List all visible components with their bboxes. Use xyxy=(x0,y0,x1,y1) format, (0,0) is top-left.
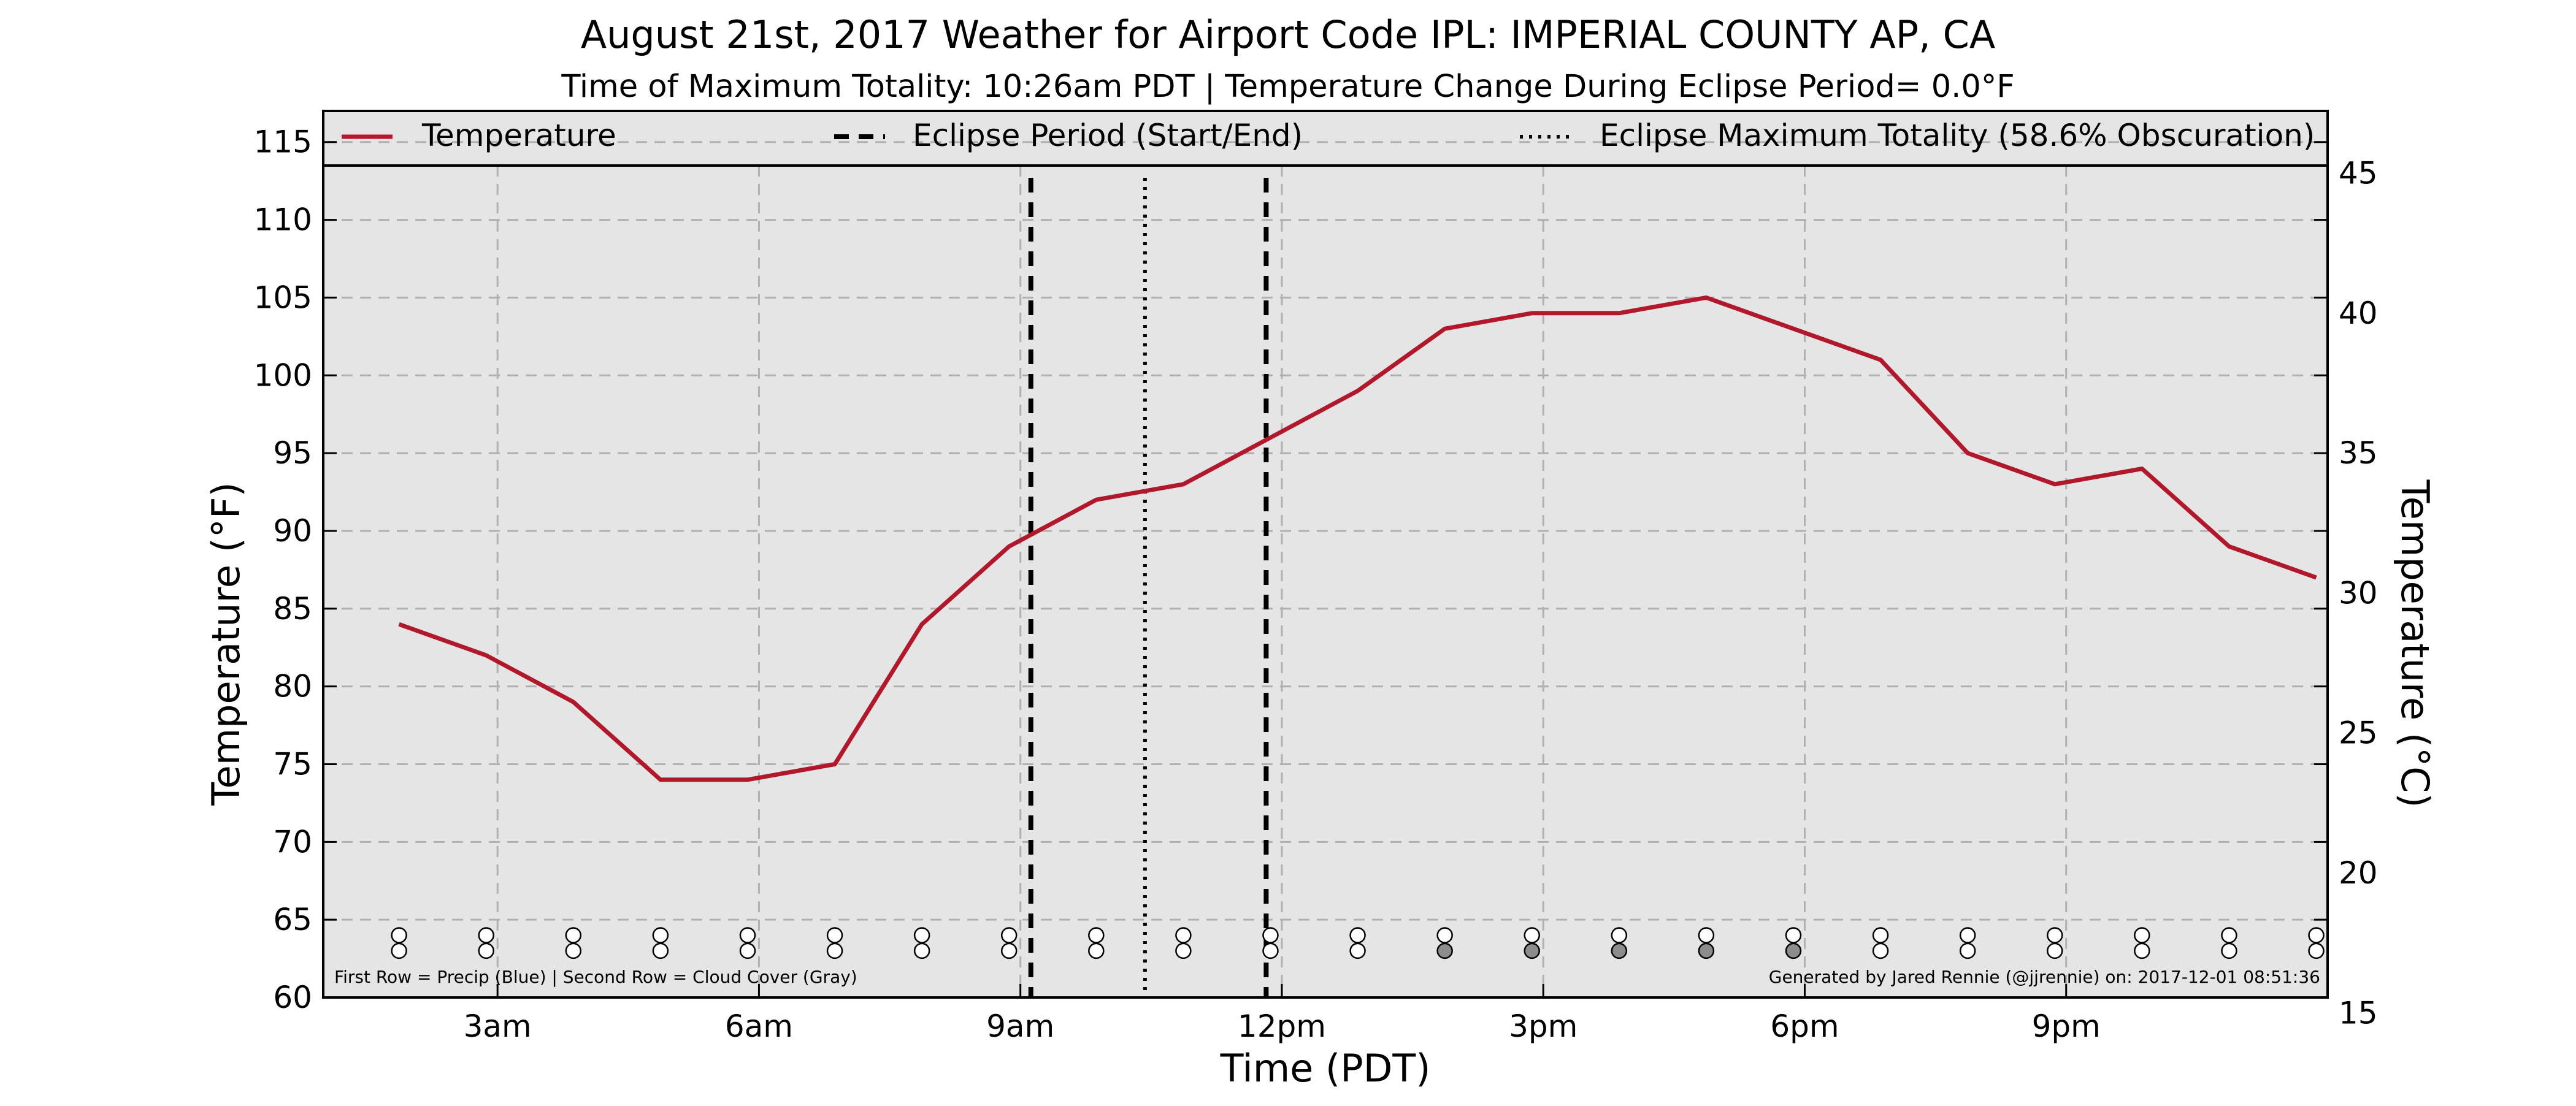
plot-area xyxy=(323,111,2328,997)
precip-marker xyxy=(1351,928,1365,943)
precip-marker xyxy=(1873,928,1888,943)
cloud-cover-marker xyxy=(1873,944,1888,958)
cloud-cover-marker xyxy=(1612,944,1627,958)
cloud-cover-marker xyxy=(479,944,494,958)
chart-title: August 21st, 2017 Weather for Airport Co… xyxy=(581,12,1996,57)
cloud-cover-marker xyxy=(1438,944,1452,958)
precip-marker xyxy=(1786,928,1801,943)
precip-marker xyxy=(1612,928,1627,943)
cloud-cover-marker xyxy=(2309,944,2324,958)
y-tick-label-right: 20 xyxy=(2339,855,2378,891)
precip-marker xyxy=(2134,928,2149,943)
y-tick-label-right: 45 xyxy=(2339,155,2378,191)
y-tick-label-right: 35 xyxy=(2339,435,2378,471)
y-tick-label: 80 xyxy=(273,669,312,704)
precip-marker xyxy=(740,928,755,943)
cloud-cover-marker xyxy=(2047,944,2062,958)
precip-marker xyxy=(1699,928,1714,943)
y-tick-label: 105 xyxy=(254,280,312,315)
x-tick-label: 3pm xyxy=(1509,1009,1577,1044)
x-tick-label: 6pm xyxy=(1770,1009,1839,1044)
cloud-cover-marker xyxy=(1089,944,1103,958)
footnote-left: First Row = Precip (Blue) | Second Row =… xyxy=(334,967,857,987)
x-axis-label: Time (PDT) xyxy=(1220,1046,1431,1091)
y-tick-label: 90 xyxy=(273,513,312,549)
precip-marker xyxy=(653,928,668,943)
precip-marker xyxy=(2221,928,2236,943)
precip-marker xyxy=(1525,928,1539,943)
cloud-cover-marker xyxy=(566,944,581,958)
cloud-cover-marker xyxy=(2134,944,2149,958)
legend-label-eclipse-period: Eclipse Period (Start/End) xyxy=(913,118,1303,153)
precip-marker xyxy=(479,928,494,943)
y-tick-label-right: 30 xyxy=(2339,575,2378,611)
y-tick-label: 70 xyxy=(273,824,312,860)
chart-subtitle: Time of Maximum Totality: 10:26am PDT | … xyxy=(561,69,2014,105)
y-tick-label: 65 xyxy=(273,902,312,937)
y-tick-label: 115 xyxy=(254,124,312,160)
legend-label-eclipse-max: Eclipse Maximum Totality (58.6% Obscurat… xyxy=(1600,118,2315,153)
cloud-cover-marker xyxy=(1960,944,1975,958)
cloud-cover-marker xyxy=(827,944,842,958)
cloud-cover-marker xyxy=(2221,944,2236,958)
y-tick-label-right: 40 xyxy=(2339,296,2378,331)
x-tick-label: 3am xyxy=(464,1009,532,1044)
cloud-cover-marker xyxy=(653,944,668,958)
precip-marker xyxy=(1002,928,1016,943)
cloud-cover-marker xyxy=(1002,944,1016,958)
precip-marker xyxy=(1263,928,1278,943)
y-tick-label: 100 xyxy=(254,357,312,393)
cloud-cover-marker xyxy=(1786,944,1801,958)
footnote-right: Generated by Jared Rennie (@jjrennie) on… xyxy=(1769,967,2320,987)
x-tick-label: 12pm xyxy=(1238,1009,1326,1044)
y-tick-label: 60 xyxy=(273,980,312,1015)
cloud-cover-marker xyxy=(1176,944,1190,958)
cloud-cover-marker xyxy=(1525,944,1539,958)
precip-marker xyxy=(1960,928,1975,943)
y-axis-label-right: Temperature (°C) xyxy=(2393,479,2437,807)
precip-marker xyxy=(1089,928,1103,943)
precip-marker xyxy=(2047,928,2062,943)
y-tick-label: 110 xyxy=(254,202,312,238)
y-tick-label-right: 25 xyxy=(2339,715,2378,751)
cloud-cover-marker xyxy=(1351,944,1365,958)
precip-marker xyxy=(566,928,581,943)
cloud-cover-marker xyxy=(740,944,755,958)
cloud-cover-marker xyxy=(392,944,407,958)
precip-marker xyxy=(1438,928,1452,943)
precip-marker xyxy=(2309,928,2324,943)
x-tick-label: 6am xyxy=(725,1009,793,1044)
x-tick-label: 9pm xyxy=(2032,1009,2101,1044)
precip-marker xyxy=(1176,928,1190,943)
x-tick-label: 9am xyxy=(986,1009,1054,1044)
legend-label-temperature: Temperature xyxy=(421,118,616,153)
precip-marker xyxy=(392,928,407,943)
precip-marker xyxy=(827,928,842,943)
cloud-cover-marker xyxy=(914,944,929,958)
y-tick-label: 95 xyxy=(273,435,312,471)
cloud-cover-marker xyxy=(1263,944,1278,958)
y-tick-label-right: 15 xyxy=(2339,995,2378,1031)
precip-marker xyxy=(914,928,929,943)
cloud-cover-marker xyxy=(1699,944,1714,958)
y-tick-label: 75 xyxy=(273,746,312,782)
y-tick-label: 85 xyxy=(273,591,312,627)
y-axis-label-left: Temperature (°F) xyxy=(204,482,248,806)
